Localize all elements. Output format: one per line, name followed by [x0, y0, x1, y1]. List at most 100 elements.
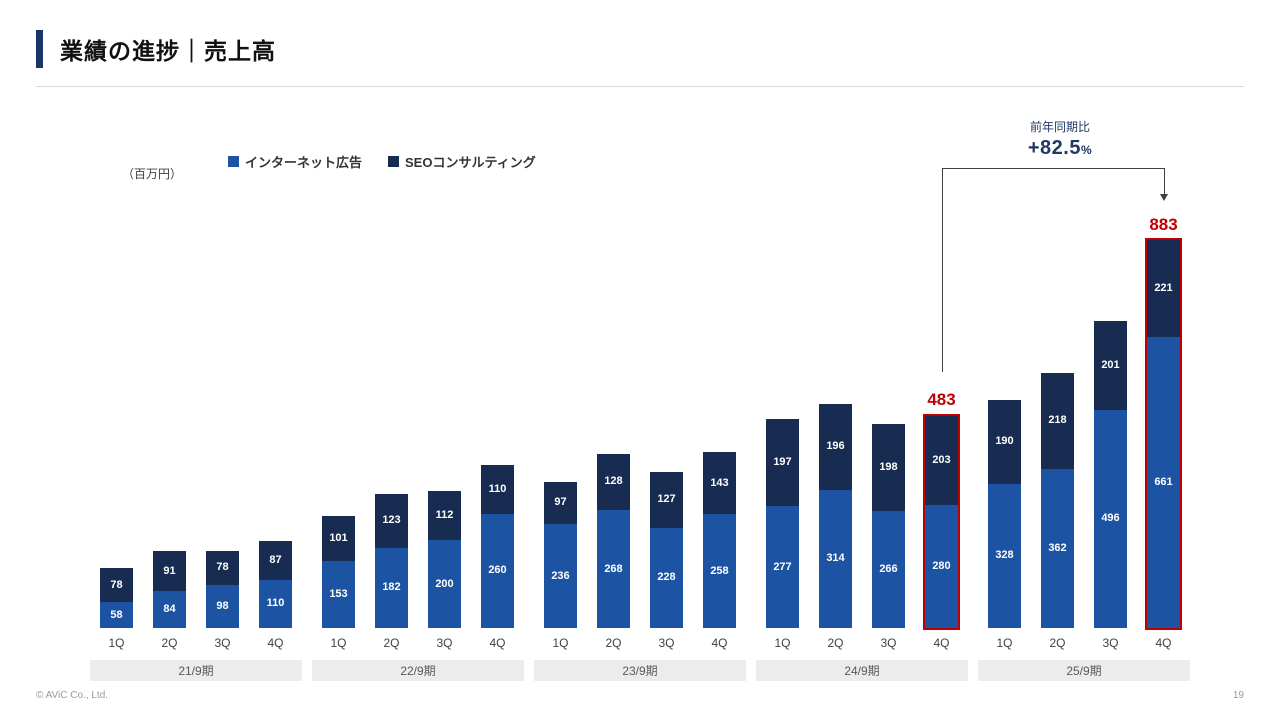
segment-value-label: 362 — [1048, 541, 1067, 554]
yoy-annotation-value: +82.5% — [975, 137, 1145, 160]
bar-21/9期-4Q: 87 110 — [249, 541, 302, 628]
x-axis-label: 1Q — [774, 636, 791, 650]
segment-インターネット広告: 266 — [872, 510, 905, 628]
x-axis-label: 4Q — [711, 636, 728, 650]
segment-value-label: 97 — [554, 496, 567, 509]
total-label: 883 — [1149, 214, 1178, 234]
period-band: 22/9期 — [312, 660, 524, 681]
segment-インターネット広告: 260 — [481, 513, 514, 628]
segment-インターネット広告: 153 — [322, 560, 355, 628]
segment-SEOコンサルティング: 197 — [766, 419, 799, 507]
bar-stack: 123 182 — [375, 493, 408, 628]
x-axis-label: 1Q — [996, 636, 1013, 650]
header-divider — [36, 86, 1244, 87]
highlighted-bar-stack: 221 661 — [1145, 237, 1182, 631]
bar-22/9期-4Q: 110 260 — [471, 465, 524, 628]
bar-24/9期-4Q: 483 203 280 — [915, 390, 968, 630]
segment-value-label: 661 — [1154, 476, 1173, 489]
segment-インターネット広告: 182 — [375, 547, 408, 628]
chart-legend: インターネット広告 SEOコンサルティング — [228, 152, 536, 171]
chart-group-25/9期: 190 328 218 362 201 496 883 221 661 1Q 2Q 3Q 4Q 25/9期 — [978, 208, 1190, 681]
segment-SEOコンサルティング: 123 — [375, 493, 408, 548]
segment-SEOコンサルティング: 78 — [206, 550, 239, 585]
bar-23/9期-4Q: 143 258 — [693, 451, 746, 628]
segment-value-label: 221 — [1154, 282, 1173, 295]
segment-インターネット広告: 84 — [153, 591, 186, 628]
segment-インターネット広告: 228 — [650, 527, 683, 628]
segment-インターネット広告: 236 — [544, 524, 577, 628]
bar-25/9期-3Q: 201 496 — [1084, 321, 1137, 628]
segment-value-label: 260 — [488, 564, 507, 577]
segment-SEOコンサルティング: 196 — [819, 403, 852, 490]
segment-SEOコンサルティング: 201 — [1094, 321, 1127, 410]
bar-stack: 143 258 — [703, 451, 736, 628]
segment-value-label: 182 — [382, 581, 401, 594]
x-axis-row: 1Q 2Q 3Q 4Q — [978, 636, 1190, 650]
segment-value-label: 201 — [1101, 359, 1120, 372]
segment-value-label: 127 — [657, 493, 676, 506]
bar-22/9期-1Q: 101 153 — [312, 516, 365, 628]
page-number: 19 — [1232, 690, 1244, 701]
segment-SEOコンサルティング: 198 — [872, 423, 905, 511]
segment-value-label: 196 — [826, 440, 845, 453]
bar-23/9期-1Q: 97 236 — [534, 481, 587, 628]
segment-value-label: 78 — [216, 561, 229, 574]
segment-value-label: 58 — [110, 608, 123, 621]
segment-value-label: 258 — [710, 564, 729, 577]
x-axis-label: 4Q — [267, 636, 284, 650]
segment-SEOコンサルティング: 87 — [259, 541, 292, 580]
segment-SEOコンサルティング: 110 — [481, 465, 514, 514]
segment-インターネット広告: 58 — [100, 602, 133, 628]
segment-value-label: 190 — [995, 435, 1014, 448]
bar-21/9期-3Q: 78 98 — [196, 550, 249, 628]
bar-21/9期-2Q: 91 84 — [143, 551, 196, 628]
period-band: 24/9期 — [756, 660, 968, 681]
bar-23/9期-3Q: 127 228 — [640, 471, 693, 628]
x-axis-label: 4Q — [1155, 636, 1172, 650]
segment-SEOコンサルティング: 221 — [1147, 239, 1180, 338]
segment-value-label: 218 — [1048, 414, 1067, 427]
segment-value-label: 198 — [879, 460, 898, 473]
segment-value-label: 153 — [329, 587, 348, 600]
bar-21/9期-1Q: 78 58 — [90, 568, 143, 628]
segment-value-label: 98 — [216, 599, 229, 612]
segment-SEOコンサルティング: 190 — [988, 400, 1021, 484]
x-axis-row: 1Q 2Q 3Q 4Q — [534, 636, 746, 650]
segment-value-label: 78 — [110, 578, 123, 591]
segment-value-label: 200 — [435, 577, 454, 590]
segment-SEOコンサルティング: 127 — [650, 471, 683, 528]
bar-24/9期-3Q: 198 266 — [862, 423, 915, 628]
legend-item-internet-ads: インターネット広告 — [228, 152, 362, 171]
segment-value-label: 328 — [995, 549, 1014, 562]
segment-SEOコンサルティング: 78 — [100, 568, 133, 603]
segment-value-label: 84 — [163, 603, 176, 616]
segment-SEOコンサルティング: 128 — [597, 453, 630, 511]
segment-SEOコンサルティング: 101 — [322, 516, 355, 561]
segment-SEOコンサルティング: 218 — [1041, 372, 1074, 469]
bar-stack: 87 110 — [259, 541, 292, 628]
bars-row: 97 236 128 268 127 228 143 258 — [534, 208, 746, 628]
segment-value-label: 314 — [826, 552, 845, 565]
bar-stack: 127 228 — [650, 471, 683, 628]
x-axis-label: 2Q — [827, 636, 844, 650]
bars-row: 190 328 218 362 201 496 883 221 661 — [978, 208, 1190, 631]
segment-インターネット広告: 277 — [766, 506, 799, 628]
chart-group-23/9期: 97 236 128 268 127 228 143 258 1Q 2Q 3Q 4Q 23/9期 — [534, 208, 746, 681]
segment-SEOコンサルティング: 203 — [925, 415, 958, 505]
segment-インターネット広告: 258 — [703, 514, 736, 628]
segment-SEOコンサルティング: 112 — [428, 490, 461, 540]
bars-row: 78 58 91 84 78 98 87 110 — [90, 208, 302, 628]
segment-インターネット広告: 200 — [428, 540, 461, 628]
yoy-annotation: 前年同期比 +82.5% — [975, 118, 1145, 160]
bar-stack: 78 58 — [100, 568, 133, 628]
segment-value-label: 228 — [657, 571, 676, 584]
copyright-text: © AViC Co., Ltd. — [36, 690, 109, 701]
x-axis-row: 1Q 2Q 3Q 4Q — [312, 636, 524, 650]
bar-24/9期-1Q: 197 277 — [756, 419, 809, 628]
segment-value-label: 101 — [329, 531, 348, 544]
highlighted-bar-stack: 203 280 — [923, 413, 960, 630]
bar-25/9期-1Q: 190 328 — [978, 400, 1031, 628]
segment-インターネット広告: 496 — [1094, 409, 1127, 628]
x-axis-label: 4Q — [489, 636, 506, 650]
x-axis-label: 1Q — [330, 636, 347, 650]
